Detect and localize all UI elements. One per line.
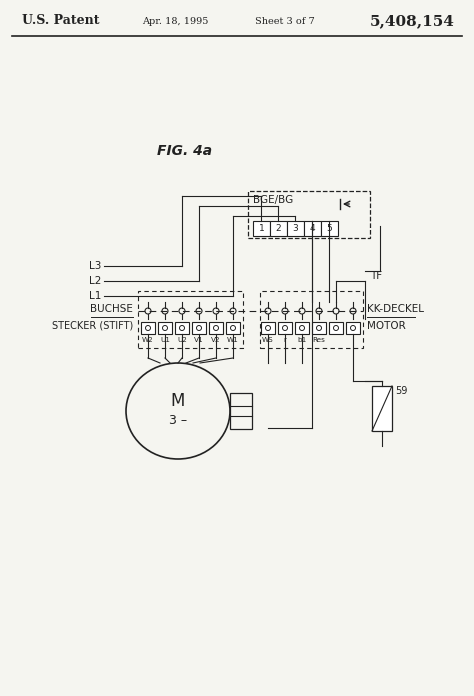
Text: WS: WS (262, 337, 274, 343)
Bar (260, 291, 363, 348)
Text: BGE/BG: BGE/BG (253, 195, 293, 205)
Text: 1: 1 (259, 224, 264, 233)
Text: BUCHSE: BUCHSE (90, 304, 133, 314)
Text: 59: 59 (395, 386, 407, 396)
Text: 3 –: 3 – (169, 415, 187, 427)
Text: L2: L2 (89, 276, 101, 286)
Bar (321, 221, 338, 236)
Text: MOTOR: MOTOR (367, 321, 406, 331)
Bar (253, 221, 270, 236)
Text: STECKER (STIFT): STECKER (STIFT) (52, 321, 133, 331)
Bar (248, 191, 370, 238)
Bar (158, 322, 172, 334)
Text: 5: 5 (327, 224, 332, 233)
Text: W1: W1 (227, 337, 239, 343)
Text: U1: U1 (160, 337, 170, 343)
Text: 4: 4 (310, 224, 315, 233)
Text: FIG. 4a: FIG. 4a (157, 144, 212, 158)
Text: W2: W2 (142, 337, 154, 343)
Text: V1: V1 (194, 337, 204, 343)
Text: V2: V2 (211, 337, 221, 343)
Bar (270, 221, 287, 236)
Bar (209, 322, 223, 334)
Bar (226, 322, 240, 334)
Text: r: r (283, 337, 286, 343)
Bar (192, 322, 206, 334)
Text: Sheet 3 of 7: Sheet 3 of 7 (255, 17, 315, 26)
Bar (230, 393, 252, 429)
Text: TF: TF (370, 271, 382, 281)
Bar (372, 386, 392, 431)
Text: L3: L3 (89, 261, 101, 271)
Text: KK-DECKEL: KK-DECKEL (367, 304, 424, 314)
Bar (287, 221, 304, 236)
Bar (312, 322, 326, 334)
Bar (304, 221, 321, 236)
Text: U2: U2 (177, 337, 187, 343)
Text: Apr. 18, 1995: Apr. 18, 1995 (142, 17, 208, 26)
Bar (329, 322, 343, 334)
Text: 2: 2 (276, 224, 281, 233)
Bar (346, 322, 360, 334)
Text: L1: L1 (89, 291, 101, 301)
Text: b1: b1 (297, 337, 307, 343)
Text: U.S. Patent: U.S. Patent (22, 15, 100, 28)
Bar (278, 322, 292, 334)
Bar (141, 322, 155, 334)
Text: 3: 3 (292, 224, 298, 233)
Bar (295, 322, 309, 334)
Bar (261, 322, 275, 334)
Bar (138, 291, 243, 348)
Text: M: M (171, 392, 185, 410)
Bar (175, 322, 189, 334)
Text: 5,408,154: 5,408,154 (370, 14, 455, 28)
Text: Res: Res (312, 337, 326, 343)
